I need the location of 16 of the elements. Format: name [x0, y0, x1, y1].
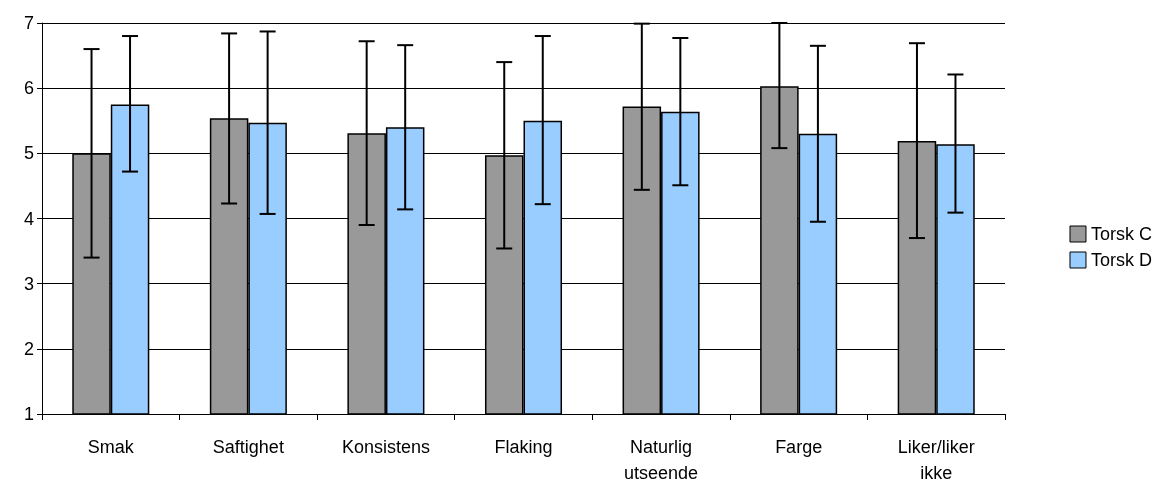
- y-tick-label: 3: [23, 273, 34, 294]
- y-tick-label: 6: [23, 78, 34, 99]
- y-tick-label: 7: [23, 13, 34, 33]
- y-tick-label: 1: [23, 404, 34, 424]
- x-tick-label: Flaking: [494, 437, 553, 457]
- x-tick-label: Farge: [775, 437, 823, 457]
- y-tick-label: 2: [23, 338, 34, 359]
- x-tick-label: Smak: [87, 437, 135, 457]
- y-tick-label: 5: [23, 143, 34, 164]
- legend-label: Torsk D: [1091, 250, 1153, 270]
- x-tick-label: Saftighet: [212, 437, 284, 457]
- y-tick-label: 4: [23, 208, 34, 229]
- x-tick-label: Konsistens: [341, 437, 430, 457]
- x-tick-label: Naturlig utseende: [624, 437, 699, 483]
- legend-label: Torsk C: [1091, 224, 1153, 244]
- x-tick-label: Liker/liker ikke: [897, 437, 975, 483]
